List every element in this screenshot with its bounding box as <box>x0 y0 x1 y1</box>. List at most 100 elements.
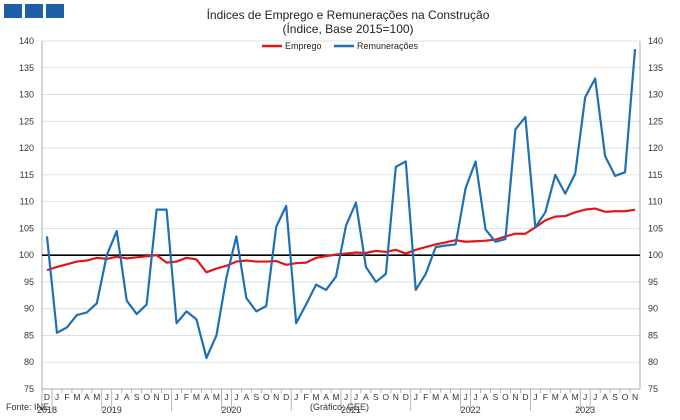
y-tick-label-left: 130 <box>19 90 34 100</box>
x-tick-label: J <box>224 392 228 402</box>
x-tick-label: O <box>502 392 509 402</box>
x-tick-label: N <box>512 392 518 402</box>
y-tick-label-left: 115 <box>20 170 34 180</box>
x-tick-label: A <box>483 392 489 402</box>
x-tick-label: J <box>174 392 178 402</box>
x-tick-label: A <box>443 392 449 402</box>
year-label: 2018 <box>37 405 57 415</box>
x-tick-label: J <box>463 392 467 402</box>
year-label: 2022 <box>461 405 481 415</box>
y-tick-label-left: 75 <box>24 384 34 394</box>
y-tick-label-right: 85 <box>648 330 658 340</box>
logo <box>4 4 64 18</box>
x-tick-label: J <box>533 392 537 402</box>
x-tick-label: S <box>134 392 140 402</box>
y-tick-label-right: 115 <box>648 170 662 180</box>
legend: Emprego Remunerações <box>262 41 419 51</box>
y-tick-label-right: 110 <box>648 197 662 207</box>
chart-credit: (Gráfico: GEE) <box>310 402 370 412</box>
x-tick-label: A <box>204 392 210 402</box>
y-tick-label-right: 135 <box>648 63 663 73</box>
series-line-remuneracoes <box>45 48 637 360</box>
x-tick-label: S <box>373 392 379 402</box>
x-tick-label: A <box>243 392 249 402</box>
x-tick-label: N <box>393 392 399 402</box>
logo-block <box>46 4 64 18</box>
gridlines <box>42 40 640 390</box>
x-tick-label: J <box>344 392 348 402</box>
chart-title: Índices de Emprego e Remunerações na Con… <box>207 7 490 22</box>
x-tick-label: D <box>164 392 170 402</box>
x-tick-label: M <box>332 392 339 402</box>
x-tick-label: A <box>562 392 568 402</box>
x-tick-label: M <box>213 392 220 402</box>
y-tick-label-right: 130 <box>648 90 663 100</box>
y-tick-label-left: 95 <box>24 277 34 287</box>
legend-label-emprego: Emprego <box>285 41 322 51</box>
x-tick-label: S <box>253 392 259 402</box>
y-tick-label-left: 135 <box>19 63 34 73</box>
x-tick-label: M <box>452 392 459 402</box>
y-tick-label-right: 80 <box>648 357 658 367</box>
x-tick-label: J <box>354 392 358 402</box>
x-tick-label: A <box>84 392 90 402</box>
series-line-emprego <box>46 207 636 274</box>
x-tick-label: D <box>403 392 409 402</box>
x-tick-label: J <box>294 392 298 402</box>
x-tick-label: A <box>602 392 608 402</box>
x-tick-label: J <box>55 392 59 402</box>
y-tick-label-left: 110 <box>20 197 34 207</box>
x-tick-label: M <box>193 392 200 402</box>
x-tick-label: A <box>323 392 329 402</box>
year-label: 2019 <box>102 405 122 415</box>
x-tick-label: M <box>552 392 559 402</box>
y-tick-label-left: 125 <box>19 116 34 126</box>
x-tick-label: S <box>493 392 499 402</box>
x-tick-label: J <box>414 392 418 402</box>
x-tick-label: J <box>473 392 477 402</box>
y-tick-label-right: 120 <box>648 143 663 153</box>
y-axis-right: 75 80 85 90 95 100 105 110 115 120 125 130 135 140 <box>639 36 663 394</box>
y-tick-label-left: 100 <box>19 250 34 260</box>
x-tick-label: J <box>115 392 119 402</box>
x-tick-label: M <box>73 392 80 402</box>
logo-block <box>25 4 43 18</box>
x-tick-label: F <box>543 392 548 402</box>
y-tick-label-right: 125 <box>648 116 663 126</box>
x-tick-label: N <box>273 392 279 402</box>
x-tick-label: A <box>363 392 369 402</box>
x-tick-label: F <box>64 392 69 402</box>
x-tick-label: M <box>93 392 100 402</box>
x-tick-label: D <box>522 392 528 402</box>
year-label: 2021 <box>341 405 361 415</box>
x-tick-label: F <box>304 392 309 402</box>
x-tick-label: F <box>423 392 428 402</box>
x-tick-label: A <box>124 392 130 402</box>
y-tick-label-left: 120 <box>19 143 34 153</box>
x-tick-label: M <box>572 392 579 402</box>
legend-label-remuneracoes: Remunerações <box>357 41 419 51</box>
logo-block <box>4 4 22 18</box>
x-tick-label: D <box>283 392 289 402</box>
year-label: 2020 <box>221 405 241 415</box>
y-tick-label-left: 80 <box>24 357 34 367</box>
y-tick-label-right: 95 <box>648 277 658 287</box>
x-tick-label: S <box>612 392 618 402</box>
source-note: Fonte: INE <box>6 402 50 412</box>
x-tick-label: N <box>154 392 160 402</box>
y-tick-label-right: 75 <box>648 384 658 394</box>
x-tick-label: J <box>105 392 109 402</box>
y-tick-label-right: 100 <box>648 250 663 260</box>
chart-subtitle: (Índice, Base 2015=100) <box>282 21 413 36</box>
x-tick-label: N <box>632 392 638 402</box>
y-axis-left: 75 80 85 90 95 100 105 110 115 120 125 130 135 140 <box>19 36 43 394</box>
x-tick-label: O <box>143 392 150 402</box>
y-tick-label-left: 105 <box>19 223 34 233</box>
x-tick-label: F <box>184 392 189 402</box>
x-tick-label: D <box>44 392 50 402</box>
x-tick-label: O <box>383 392 390 402</box>
y-tick-label-right: 90 <box>648 304 658 314</box>
y-tick-label-right: 105 <box>648 223 663 233</box>
